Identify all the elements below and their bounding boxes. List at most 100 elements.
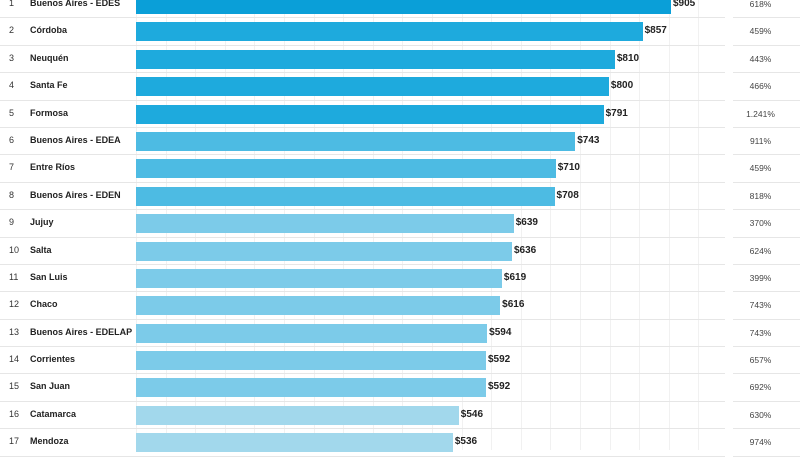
gridline [609, 0, 611, 450]
rank-label: 12 [9, 299, 20, 310]
gridline [520, 0, 522, 450]
table-row: 1 Buenos Aires - EDES $905 618% [0, 0, 800, 19]
gridline [580, 0, 581, 450]
table-row: 7 Entre Ríos $710 459% [0, 155, 800, 184]
bar [136, 214, 514, 234]
bar [136, 268, 502, 288]
bar [136, 131, 576, 151]
percent-label: 624% [749, 245, 772, 256]
category-label: San Luis [30, 271, 68, 282]
category-label: Catamarca [30, 408, 77, 419]
value-label: $857 [644, 25, 667, 37]
rank-label: 9 [9, 217, 15, 228]
category-label: San Juan [30, 381, 71, 392]
table-row: 16 Catamarca $546 630% [0, 402, 800, 430]
percent-label: 399% [749, 272, 772, 283]
gridline [550, 0, 552, 450]
bar [136, 433, 453, 453]
rank-label: 2 [9, 25, 15, 36]
bar [136, 378, 486, 398]
percent-label: 1.241% [746, 108, 775, 119]
value-label: $616 [502, 299, 525, 311]
category-label: Santa Fe [30, 80, 68, 91]
percent-label: 459% [749, 26, 772, 37]
table-row: 10 Salta $636 624% [0, 238, 800, 266]
value-label: $536 [454, 436, 478, 448]
category-label: Mendoza [30, 436, 69, 447]
bar [136, 241, 512, 261]
rank-label: 14 [9, 354, 20, 365]
percent-label: 974% [749, 437, 772, 448]
percent-label: 466% [749, 81, 772, 92]
value-label: $619 [503, 271, 527, 283]
value-label: $594 [489, 326, 512, 338]
table-row: 15 San Juan $592 692% [0, 374, 800, 403]
category-label: Buenos Aires - EDES [30, 0, 121, 8]
rank-label: 13 [9, 326, 20, 337]
category-label: Buenos Aires - EDEN [30, 189, 121, 200]
bar [136, 22, 643, 42]
value-label: $743 [577, 134, 600, 146]
value-label: $708 [556, 189, 579, 201]
rank-label: 6 [9, 134, 15, 145]
value-label: $800 [610, 80, 634, 92]
percent-label: 618% [749, 0, 772, 9]
value-label: $592 [487, 354, 511, 366]
bar [136, 323, 488, 343]
category-label: Corrientes [30, 354, 76, 365]
rank-label: 16 [9, 408, 20, 419]
rank-label: 15 [9, 381, 20, 392]
bar [136, 405, 459, 425]
table-row: 9 Jujuy $639 370% [0, 210, 800, 238]
rank-label: 11 [9, 271, 19, 282]
bar [136, 351, 486, 371]
bar [136, 0, 671, 14]
table-row: 11 San Luis $619 399% [0, 265, 800, 293]
value-label: $905 [673, 0, 696, 9]
rank-label: 8 [9, 189, 15, 200]
percent-label: 630% [749, 409, 772, 420]
percent-label: 443% [749, 53, 772, 64]
percent-label: 818% [749, 190, 772, 201]
percent-label: 743% [749, 327, 772, 338]
value-label: $639 [515, 217, 538, 229]
table-row: 12 Chaco $616 743% [0, 292, 800, 321]
gridline [698, 0, 700, 450]
gridline [668, 0, 670, 450]
bar [136, 296, 501, 316]
table-row: 3 Neuquén $810 443% [0, 46, 800, 74]
bar [136, 104, 604, 124]
bar [136, 159, 556, 179]
category-label: Buenos Aires - EDEA [30, 134, 121, 145]
rank-label: 17 [9, 436, 20, 447]
rank-label: 3 [9, 52, 15, 63]
percent-label: 743% [749, 300, 772, 311]
value-label: $810 [616, 52, 640, 64]
bar [136, 49, 615, 69]
bar [136, 186, 555, 206]
percent-label: 911% [749, 135, 772, 146]
category-label: Córdoba [30, 25, 67, 36]
category-label: Salta [30, 244, 52, 255]
percent-label: 370% [749, 218, 772, 229]
percent-label: 657% [749, 355, 772, 366]
table-row: 5 Formosa $791 1.241% [0, 101, 800, 129]
table-row: 17 Mendoza $536 974% [0, 429, 800, 457]
table-row: 6 Buenos Aires - EDEA $743 911% [0, 128, 800, 156]
table-row: 4 Santa Fe $800 466% [0, 73, 800, 101]
value-label: $710 [557, 162, 580, 174]
rank-label: 7 [9, 162, 15, 173]
percent-label: 692% [749, 382, 772, 393]
table-row: 14 Corrientes $592 657% [0, 347, 800, 375]
rank-label: 5 [9, 107, 15, 118]
table-row: 8 Buenos Aires - EDEN $708 818% [0, 183, 800, 211]
rank-label: 10 [9, 244, 20, 255]
category-label: Jujuy [30, 217, 54, 228]
percent-label: 459% [749, 163, 772, 174]
bar [136, 77, 609, 97]
gridline [639, 0, 641, 450]
value-label: $546 [460, 408, 484, 420]
value-label: $592 [487, 381, 511, 393]
category-label: Buenos Aires - EDELAP [30, 326, 133, 337]
